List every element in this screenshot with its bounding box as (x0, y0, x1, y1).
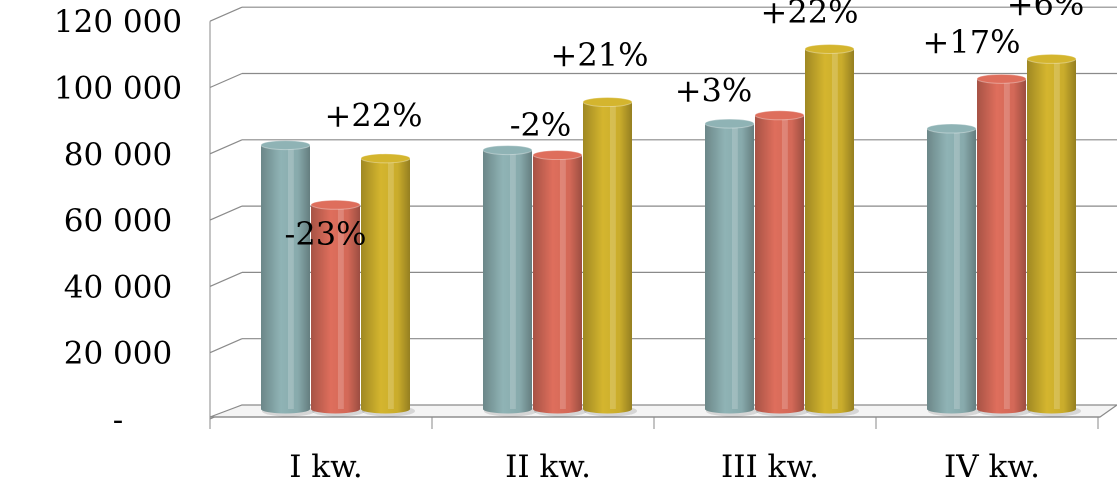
gridline-wall (209, 338, 243, 354)
bar-shading (311, 204, 360, 414)
bar-i-kw-series-1 (260, 140, 315, 417)
bar-highlight (1003, 80, 1010, 409)
data-label-i-kw-series-2: -23% (285, 215, 367, 253)
bar-highlight (337, 206, 344, 409)
bar-cap (704, 118, 755, 129)
bar-shading (705, 123, 754, 414)
bar-highlight (387, 160, 394, 409)
bar-i-kw-series-2 (310, 199, 365, 417)
bar-shading (1027, 58, 1076, 414)
bar-i-kw-series-3 (360, 153, 415, 417)
x-tick-label: I kw. (289, 449, 363, 484)
bar-cap (260, 140, 311, 151)
bar-ii-kw-series-3 (582, 97, 637, 417)
bar-shading (977, 78, 1026, 414)
bar-highlight (731, 125, 738, 409)
bar-highlight (781, 117, 788, 409)
bar-highlight (609, 104, 616, 410)
bar-ii-kw-series-1 (482, 145, 537, 417)
bar-highlight (953, 130, 960, 410)
data-label-ii-kw-series-2: -2% (510, 106, 572, 144)
data-label-iv-kw-series-2: +17% (923, 23, 1021, 61)
gridline-wall (209, 271, 243, 287)
bar-iv-kw-series-2 (976, 73, 1031, 417)
bar-iii-kw-series-3 (804, 43, 859, 417)
bar-iii-kw-series-2 (754, 110, 809, 417)
bar-shading (755, 115, 804, 414)
bar-shading (533, 155, 582, 414)
bar-shading (805, 48, 854, 414)
bar-cap (532, 150, 583, 161)
gridline-wall (209, 205, 243, 221)
bar-ii-kw-series-2 (532, 150, 587, 417)
x-tick-label: IV kw. (944, 449, 1040, 484)
bar-iv-kw-series-1 (926, 123, 981, 417)
bars (260, 43, 1081, 417)
bar-iv-kw-series-3 (1026, 53, 1081, 417)
bar-highlight (1053, 60, 1060, 410)
bar-cap (754, 110, 805, 121)
bar-highlight (831, 50, 838, 409)
bar-shading (927, 128, 976, 414)
data-label-i-kw-series-3: +22% (325, 96, 423, 134)
data-label-iii-kw-series-2: +3% (675, 71, 753, 109)
bar-iii-kw-series-1 (704, 118, 759, 417)
y-tick-label: 80 000 (64, 137, 172, 173)
gridline-wall (209, 6, 243, 22)
y-tick-label: 60 000 (64, 203, 172, 239)
labels: - 20 000 40 000 60 000 80 000 100 000 120 000 -… (54, 0, 1085, 485)
y-tick-label: 100 000 (54, 71, 182, 107)
data-label-ii-kw-series-3: +21% (551, 36, 649, 74)
axes (209, 21, 1117, 429)
y-tick-label: 120 000 (54, 4, 182, 40)
y-tick-label: 40 000 (64, 269, 172, 305)
bar-shading (361, 158, 410, 414)
bar-cap (360, 153, 411, 164)
x-tick-label: III kw. (721, 449, 819, 484)
y-tick-label: 20 000 (64, 336, 172, 372)
bar-cap (804, 43, 855, 54)
bar-cap (310, 199, 361, 210)
bar-shading (261, 145, 310, 414)
bar-shading (483, 150, 532, 414)
bar-cap (926, 123, 977, 134)
x-tick-label: II kw. (505, 449, 591, 484)
bar-cap (1026, 53, 1077, 64)
gridline-wall (209, 139, 243, 155)
bar-highlight (559, 157, 566, 409)
bar-shading (583, 102, 632, 414)
bar-cap (976, 73, 1027, 84)
bar-highlight (287, 147, 294, 410)
data-label-iv-kw-series-3: +6% (1007, 0, 1085, 23)
bar-cap (582, 97, 633, 108)
y-tick-label: - (113, 402, 123, 438)
bar-highlight (509, 152, 516, 409)
gridline-wall (209, 72, 243, 89)
data-label-iii-kw-series-3: +22% (761, 0, 859, 31)
bar-cap (482, 145, 533, 156)
